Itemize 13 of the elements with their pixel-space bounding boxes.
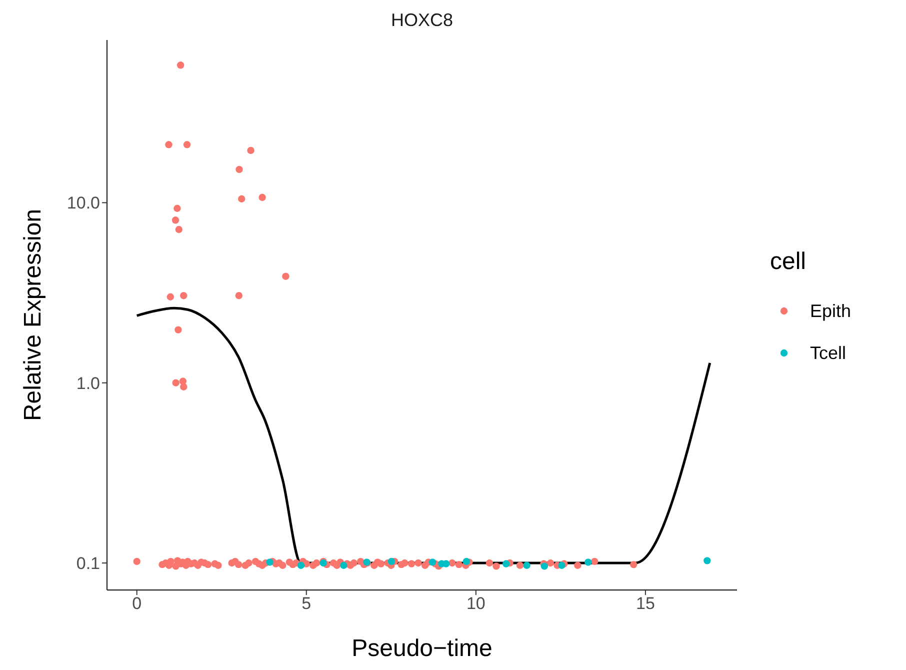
x-tick-label: 15 bbox=[636, 594, 655, 614]
y-tick-label: 10.0 bbox=[66, 194, 100, 213]
x-tick-label: 0 bbox=[132, 594, 142, 614]
y-tick-label: 0.1 bbox=[76, 554, 100, 574]
x-axis-title: Pseudo−time bbox=[352, 635, 492, 662]
legend-label: Epith bbox=[810, 300, 852, 322]
y-tick-label: 1.0 bbox=[76, 374, 100, 393]
chart-title: HOXC8 bbox=[390, 10, 454, 31]
legend-title: cell bbox=[770, 248, 808, 276]
legend-label: Tcell bbox=[810, 342, 846, 364]
x-tick-label: 10 bbox=[466, 594, 486, 614]
y-axis-title: Relative Expression bbox=[19, 208, 46, 422]
x-tick-label: 5 bbox=[302, 594, 312, 614]
